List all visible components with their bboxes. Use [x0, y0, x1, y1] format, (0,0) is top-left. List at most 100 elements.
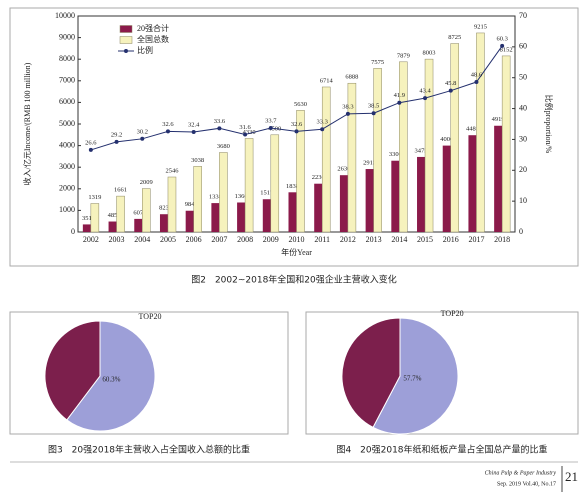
- bar-label: 2915: [363, 160, 376, 167]
- bar-label: 7879: [397, 52, 410, 59]
- bar: [365, 169, 374, 232]
- bar-label: 4919: [492, 116, 505, 123]
- bar-label: 7575: [371, 59, 384, 66]
- point-label: 41.9: [394, 92, 405, 99]
- line-point: [217, 126, 222, 131]
- bar: [82, 224, 91, 232]
- point-label: 31.6: [239, 124, 251, 131]
- bar: [244, 138, 254, 233]
- bar: [391, 160, 400, 232]
- y-tick-label: 10000: [55, 11, 75, 20]
- bar: [296, 110, 305, 233]
- line-point: [165, 129, 170, 134]
- y-tick-label: 9000: [59, 32, 75, 41]
- x-tick-label: 2006: [186, 235, 202, 244]
- legend-swatch: [119, 25, 133, 33]
- bar: [494, 125, 503, 232]
- x-tick-label: 2005: [160, 235, 176, 244]
- bar: [211, 203, 220, 232]
- caption: 图2 2002~2018年全国和20强企业主营收入变化: [191, 274, 397, 286]
- caption: 图3 20强2018年主营收入占全国收入总额的比重: [48, 444, 250, 456]
- point-label: 33.3: [317, 119, 328, 126]
- line-point: [88, 147, 93, 152]
- x-tick-label: 2003: [109, 235, 125, 244]
- bar-label: 8003: [423, 50, 436, 57]
- bar-label: 4000: [440, 136, 453, 143]
- journal: China Pulp & Paper Industry: [485, 470, 557, 476]
- legend-swatch: [119, 36, 133, 44]
- x-tick-label: 2017: [468, 235, 484, 244]
- bar-label: 8152: [500, 46, 513, 53]
- slice-category: TOP20: [139, 312, 162, 321]
- x-tick-label: 2009: [263, 235, 279, 244]
- y-tick-label: 7000: [59, 76, 75, 85]
- y-tick-label: 6000: [59, 97, 75, 106]
- x-tick-label: 2018: [494, 235, 510, 244]
- bar-label: 4481: [466, 126, 479, 133]
- bar: [288, 192, 297, 232]
- y-tick-label: 4000: [59, 140, 75, 149]
- slice-label: 57.7%: [403, 375, 421, 383]
- point-label: 33.6: [214, 118, 226, 125]
- y-axis-title: 收入/亿元Income/(RMB 100 million): [22, 62, 32, 185]
- y-tick-label: 8000: [59, 54, 75, 63]
- point-label: 43.4: [419, 88, 431, 95]
- bar: [142, 188, 151, 233]
- bar-label: 5630: [294, 101, 307, 108]
- bar-label: 1319: [88, 194, 101, 201]
- point-label: 38.3: [342, 103, 353, 110]
- point-label: 48.6: [471, 72, 483, 79]
- y2-tick-label: 30: [519, 134, 527, 143]
- y-tick-label: 3000: [59, 162, 75, 171]
- legend-swatch: [124, 49, 128, 53]
- bar-label: 984: [185, 201, 196, 208]
- bar: [347, 82, 357, 233]
- pie-slice: [44, 320, 101, 421]
- x-axis-title: 年份Year: [281, 247, 312, 257]
- bar-label: 351: [82, 215, 92, 222]
- bar-label: 2630: [337, 166, 350, 173]
- line-point: [397, 100, 402, 105]
- point-label: 45.8: [445, 80, 456, 87]
- bar: [159, 214, 168, 232]
- y2-tick-label: 60: [519, 42, 527, 51]
- point-label: 29.2: [111, 131, 122, 138]
- bar-label: 1338: [209, 194, 222, 201]
- x-tick-label: 2008: [237, 235, 253, 244]
- bar-label: 607: [133, 209, 144, 216]
- page-number: 21: [565, 469, 578, 484]
- point-label: 30.2: [137, 128, 148, 135]
- bar: [219, 152, 228, 233]
- line-point: [268, 126, 273, 131]
- pie-frame: [305, 311, 579, 435]
- line-point: [345, 111, 350, 116]
- y2-tick-label: 40: [519, 103, 527, 112]
- issue: Sep. 2019 Vol.40, No.17: [497, 481, 556, 487]
- point-label: 38.5: [368, 103, 379, 110]
- bar: [134, 218, 143, 232]
- x-tick-label: 2014: [391, 235, 407, 244]
- point-label: 26.6: [85, 139, 97, 146]
- bar-label: 2546: [165, 167, 179, 174]
- line-point: [500, 43, 505, 48]
- bar: [339, 175, 348, 232]
- bar: [442, 145, 451, 232]
- y2-tick-label: 10: [519, 196, 527, 205]
- bar-label: 485: [108, 212, 118, 219]
- bar: [417, 156, 426, 232]
- bar: [116, 195, 125, 233]
- x-tick-label: 2002: [83, 235, 99, 244]
- y2-tick-label: 50: [519, 73, 527, 82]
- line-point: [320, 127, 325, 132]
- y2-tick-label: 20: [519, 165, 527, 174]
- legend-label: 20强合计: [137, 23, 169, 33]
- bar: [262, 199, 271, 232]
- bar: [501, 55, 511, 233]
- bar-label: 1366: [235, 193, 249, 200]
- bar: [373, 68, 382, 233]
- bar: [270, 134, 280, 233]
- x-tick-label: 2007: [211, 235, 227, 244]
- bar-label: 2009: [140, 179, 153, 186]
- line-point: [474, 80, 479, 85]
